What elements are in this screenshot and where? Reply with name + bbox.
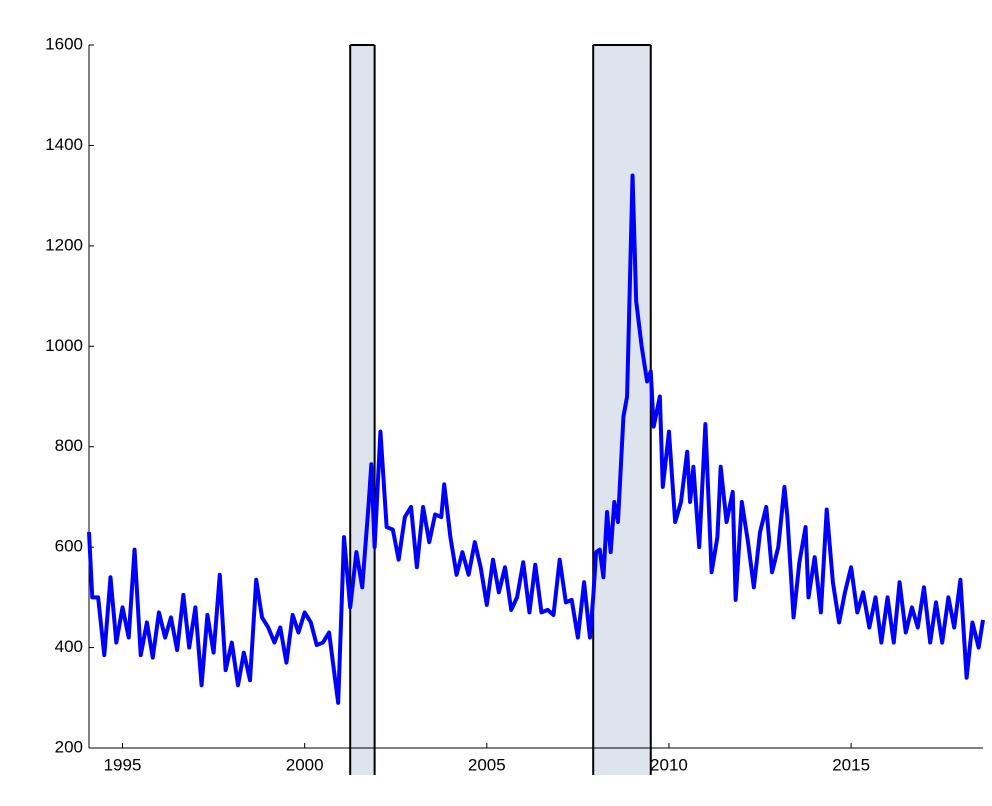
recession-band — [350, 45, 375, 775]
y-tick-label: 400 — [55, 637, 83, 656]
x-tick-label: 2000 — [286, 755, 324, 774]
y-tick-label: 200 — [55, 737, 83, 756]
data-line — [87, 173, 985, 705]
y-tick-label: 1000 — [45, 336, 83, 355]
y-tick-label: 1200 — [45, 235, 83, 254]
x-tick-label: 2005 — [468, 755, 506, 774]
x-tick-label: 2015 — [832, 755, 870, 774]
recession-band — [593, 45, 651, 775]
y-tick-label: 800 — [55, 436, 83, 455]
x-tick-label: 1995 — [104, 755, 142, 774]
x-tick-label: 2010 — [650, 755, 688, 774]
y-tick-label: 1400 — [45, 135, 83, 154]
y-tick-label: 600 — [55, 537, 83, 556]
y-tick-label: 1600 — [45, 34, 83, 53]
